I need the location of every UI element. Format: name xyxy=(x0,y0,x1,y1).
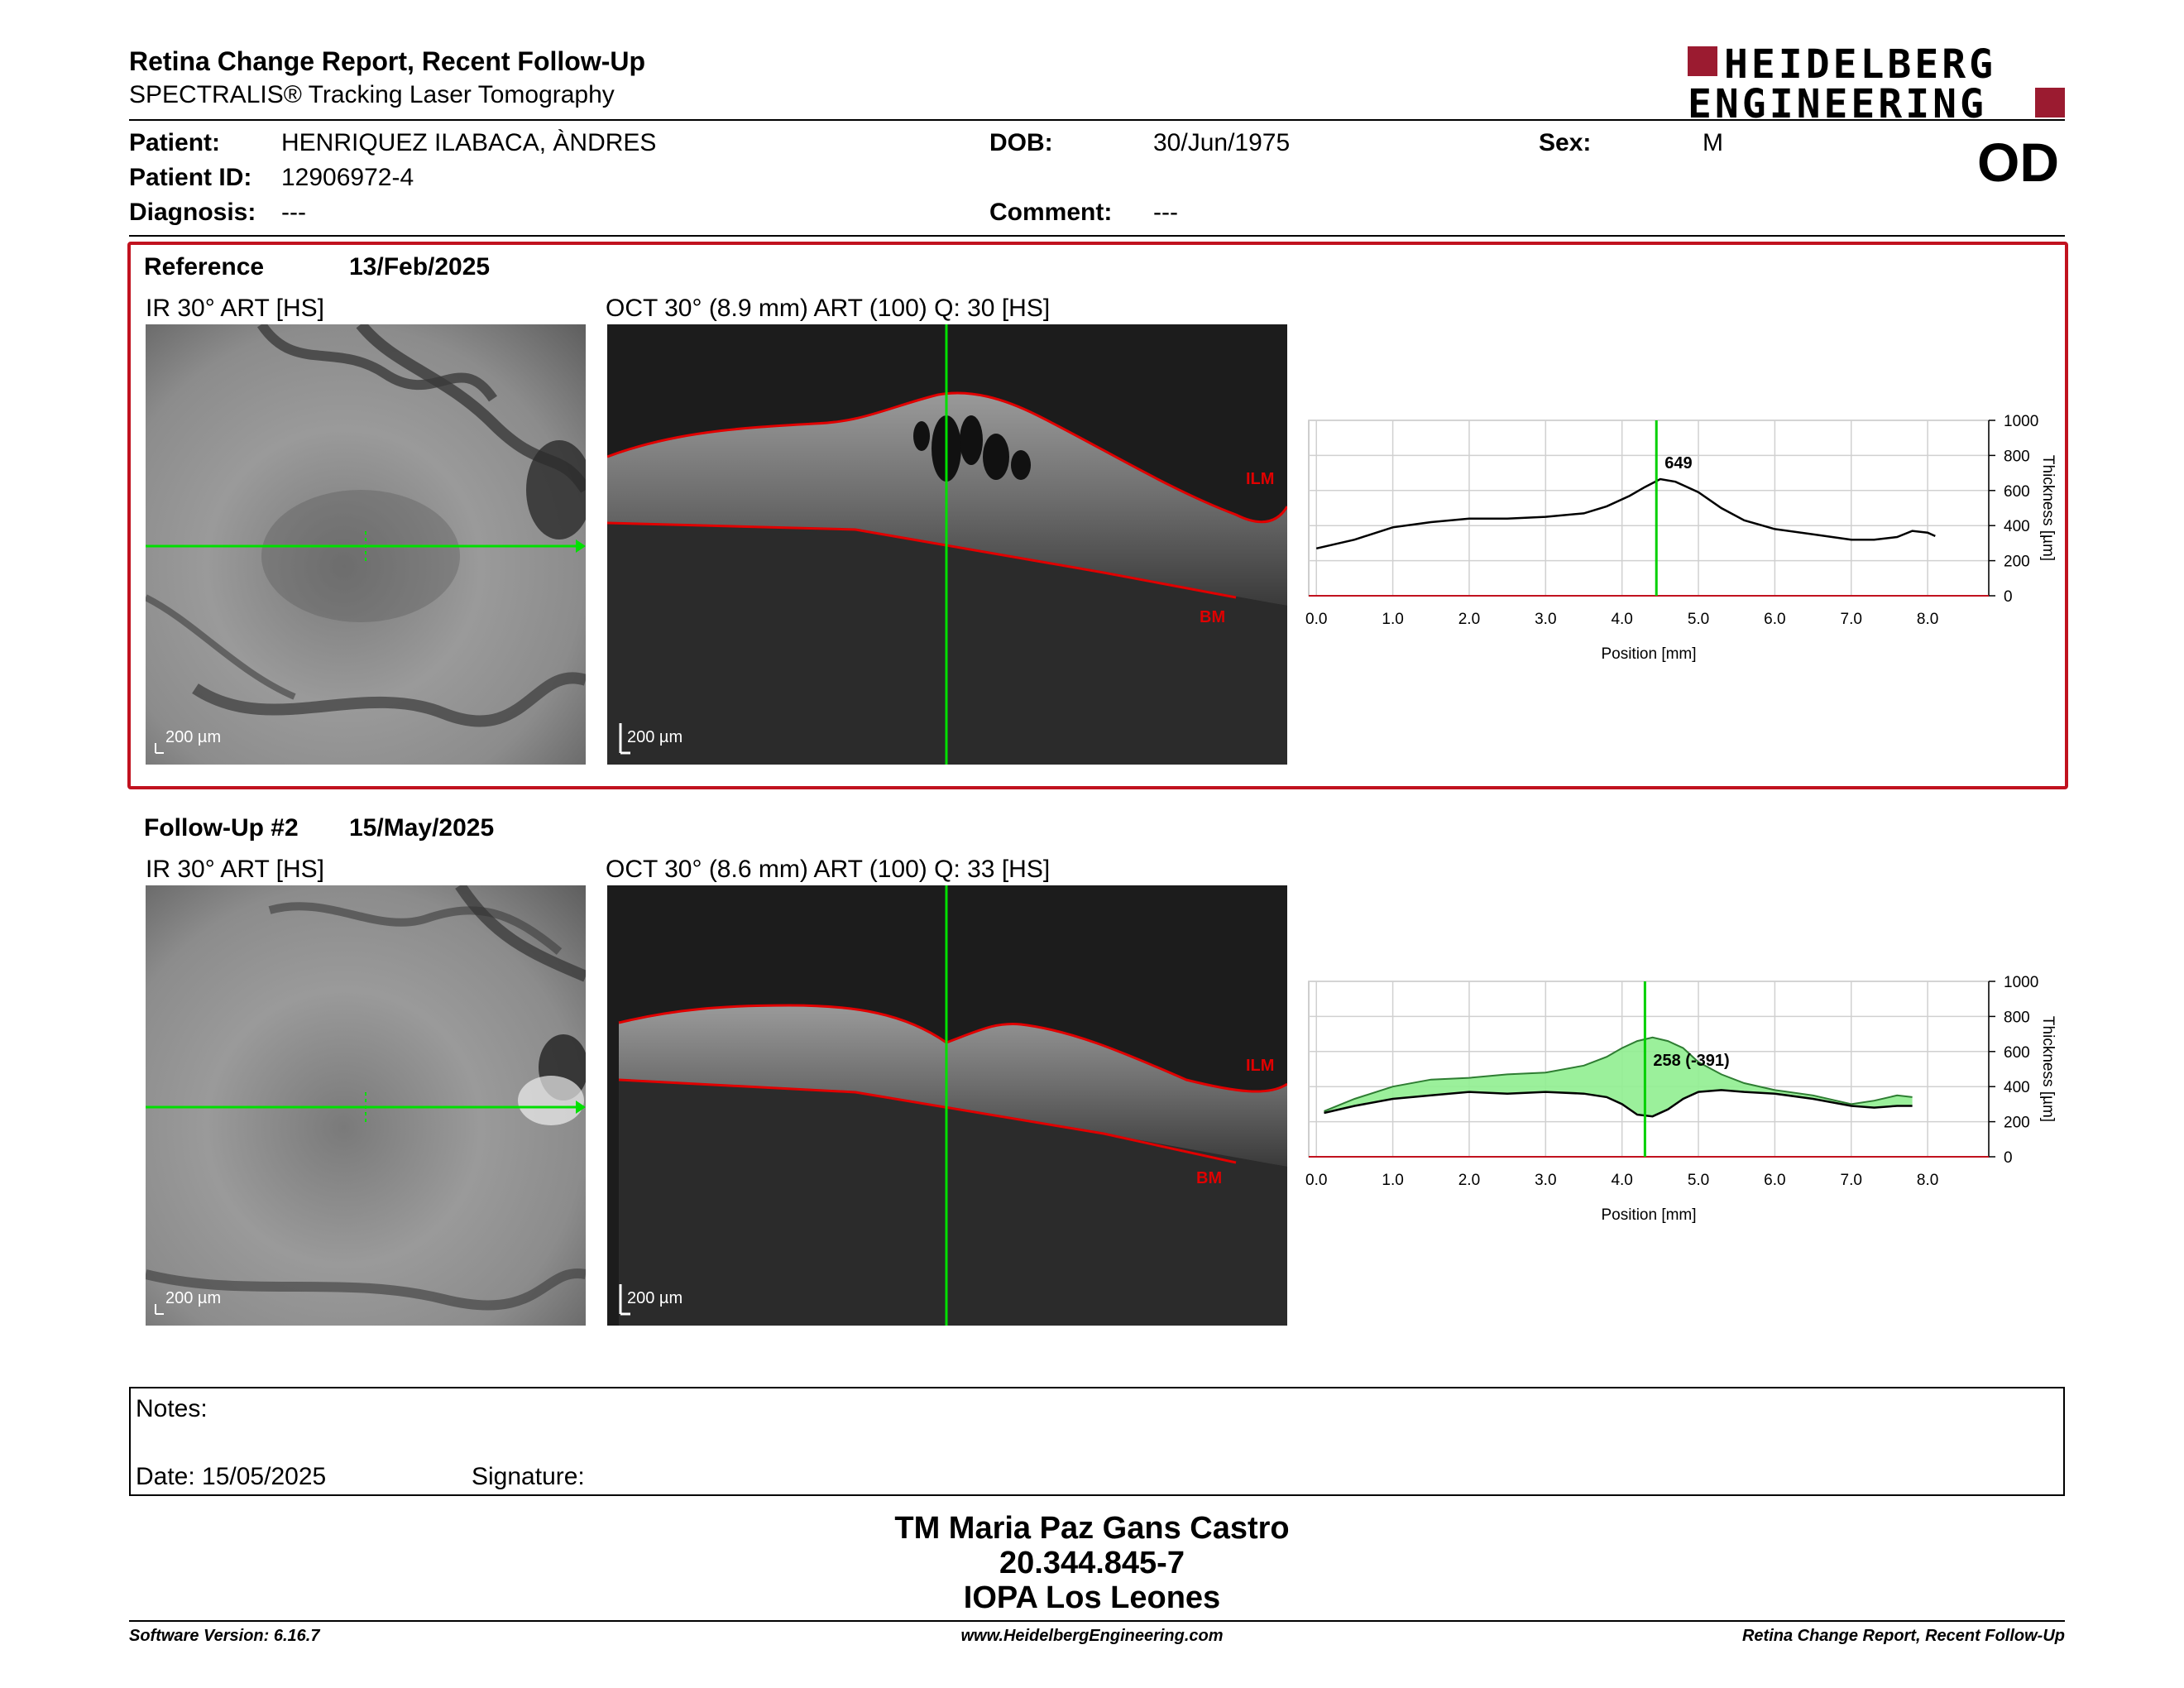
x-tick-label: 6.0 xyxy=(1764,1172,1785,1189)
y-tick-label: 600 xyxy=(2004,1044,2030,1062)
diagnosis-value: --- xyxy=(281,199,306,226)
x-tick-label: 5.0 xyxy=(1688,611,1709,628)
followup-bm-label: BM xyxy=(1196,1169,1222,1187)
diagnosis-label: Diagnosis: xyxy=(129,199,256,226)
x-tick-label: 5.0 xyxy=(1688,1172,1709,1189)
followup-ilm-label: ILM xyxy=(1246,1057,1274,1075)
y-tick-label: 400 xyxy=(2004,518,2030,535)
reference-bm-label: BM xyxy=(1200,608,1225,626)
x-tick-label: 4.0 xyxy=(1611,1172,1632,1189)
baseline-thickness-line xyxy=(1324,1036,1913,1112)
reference-ir-scale: 200 µm xyxy=(165,728,222,746)
eye-indicator: OD xyxy=(1977,132,2059,193)
x-tick-label: 7.0 xyxy=(1841,611,1862,628)
website: www.HeidelbergEngineering.com xyxy=(960,1627,1224,1645)
reference-date: 13/Feb/2025 xyxy=(349,253,491,281)
thickness-line xyxy=(1315,477,1936,550)
y-tick-label: 400 xyxy=(2004,1079,2030,1096)
y-tick-label: 800 xyxy=(2004,448,2030,465)
notes-box: Notes: Date: 15/05/2025 Signature: xyxy=(129,1387,2065,1496)
x-tick-label: 0.0 xyxy=(1305,611,1327,628)
reference-oct-caption: OCT 30° (8.9 mm) ART (100) Q: 30 [HS] xyxy=(606,295,1051,322)
cursor-value-label: 649 xyxy=(1664,454,1692,472)
reference-label: Reference xyxy=(144,253,265,281)
y-tick-label: 600 xyxy=(2004,483,2030,501)
comment-value: --- xyxy=(1153,199,1178,226)
x-tick-label: 1.0 xyxy=(1382,611,1403,628)
patient-label: Patient: xyxy=(129,129,221,156)
y-tick-label: 200 xyxy=(2004,1115,2030,1132)
x-tick-label: 6.0 xyxy=(1764,611,1785,628)
y-tick-label: 1000 xyxy=(2004,974,2038,991)
footer-report-name: Retina Change Report, Recent Follow-Up xyxy=(1741,1627,2065,1645)
sex-value: M xyxy=(1703,129,1723,156)
x-tick-label: 0.0 xyxy=(1305,1172,1327,1189)
followup-ir-scale: 200 µm xyxy=(165,1289,222,1307)
cursor-value-label: 258 (-391) xyxy=(1653,1052,1729,1070)
x-tick-label: 4.0 xyxy=(1611,611,1632,628)
x-axis-label: Position [mm] xyxy=(1601,1206,1696,1224)
y-axis-label: Thickness [µm] xyxy=(2039,455,2057,561)
patient-rule xyxy=(129,235,2065,237)
y-tick-label: 1000 xyxy=(2004,413,2038,430)
y-tick-label: 0 xyxy=(2004,588,2013,606)
patient-id-value: 12906972-4 xyxy=(281,164,414,191)
sex-label: Sex: xyxy=(1539,129,1592,156)
reference-oct-bscan-image: ILM BM 200 µm xyxy=(607,324,1287,765)
reference-ir-fundus-image: 200 µm xyxy=(146,324,586,765)
followup-thickness-line xyxy=(1324,1089,1913,1118)
x-tick-label: 8.0 xyxy=(1917,1172,1938,1189)
reference-ir-caption: IR 30° ART [HS] xyxy=(146,295,324,322)
header-rule xyxy=(129,119,2065,121)
y-tick-label: 800 xyxy=(2004,1009,2030,1026)
patient-id-label: Patient ID: xyxy=(129,164,252,191)
followup-label: Follow-Up #2 xyxy=(144,814,299,842)
x-tick-label: 2.0 xyxy=(1458,611,1480,628)
plot-area xyxy=(1308,420,1990,597)
signer-org: IOPA Los Leones xyxy=(963,1580,1221,1615)
reference-oct-scale: 200 µm xyxy=(627,728,683,746)
report-title: Retina Change Report, Recent Follow-Up xyxy=(129,46,646,76)
x-tick-label: 8.0 xyxy=(1917,611,1938,628)
report-subtitle: SPECTRALIS® Tracking Laser Tomography xyxy=(129,81,615,108)
comment-label: Comment: xyxy=(989,199,1113,226)
logo-line2: ENGINEERING xyxy=(1688,81,1987,127)
thickness-change-area xyxy=(1324,1037,1913,1117)
dob-value: 30/Jun/1975 xyxy=(1153,129,1291,156)
y-tick-label: 0 xyxy=(2004,1149,2013,1167)
software-version: Software Version: 6.16.7 xyxy=(129,1627,320,1645)
notes-label: Notes: xyxy=(136,1395,208,1422)
x-tick-label: 1.0 xyxy=(1382,1172,1403,1189)
reference-ilm-label: ILM xyxy=(1246,470,1274,488)
signer-rut: 20.344.845-7 xyxy=(999,1546,1185,1580)
logo-line1: HEIDELBERG xyxy=(1724,41,1996,88)
signer-name: TM Maria Paz Gans Castro xyxy=(894,1511,1290,1546)
followup-oct-bscan-image: ILM BM 200 µm xyxy=(607,885,1287,1326)
x-tick-label: 3.0 xyxy=(1535,1172,1556,1189)
patient-name: HENRIQUEZ ILABACA, ÀNDRES xyxy=(281,129,657,156)
followup-date: 15/May/2025 xyxy=(349,814,495,842)
followup-thickness-chart: 0.0 1.0 2.0 3.0 4.0 5.0 6.0 7.0 8.0 0 200 400 600 800… xyxy=(1305,974,2057,1224)
x-tick-label: 3.0 xyxy=(1535,611,1556,628)
y-tick-label: 200 xyxy=(2004,554,2030,571)
dob-label: DOB: xyxy=(989,129,1053,156)
y-axis-label: Thickness [µm] xyxy=(2039,1016,2057,1122)
x-tick-label: 7.0 xyxy=(1841,1172,1862,1189)
followup-ir-fundus-image: 200 µm xyxy=(146,885,586,1326)
followup-oct-caption: OCT 30° (8.6 mm) ART (100) Q: 33 [HS] xyxy=(606,856,1051,883)
x-tick-label: 2.0 xyxy=(1458,1172,1480,1189)
notes-signature: Signature: xyxy=(472,1463,585,1490)
heidelberg-logo: HEIDELBERG ENGINEERING xyxy=(1688,41,2068,124)
footer-rule xyxy=(129,1620,2065,1622)
notes-date: Date: 15/05/2025 xyxy=(136,1463,327,1490)
followup-ir-caption: IR 30° ART [HS] xyxy=(146,856,324,883)
reference-thickness-chart: 0.0 1.0 2.0 3.0 4.0 5.0 6.0 7.0 8.0 0 200 400 600 800… xyxy=(1305,413,2057,663)
x-axis-label: Position [mm] xyxy=(1601,645,1696,663)
followup-oct-scale: 200 µm xyxy=(627,1289,683,1307)
reference-highlight-box xyxy=(127,242,2068,789)
